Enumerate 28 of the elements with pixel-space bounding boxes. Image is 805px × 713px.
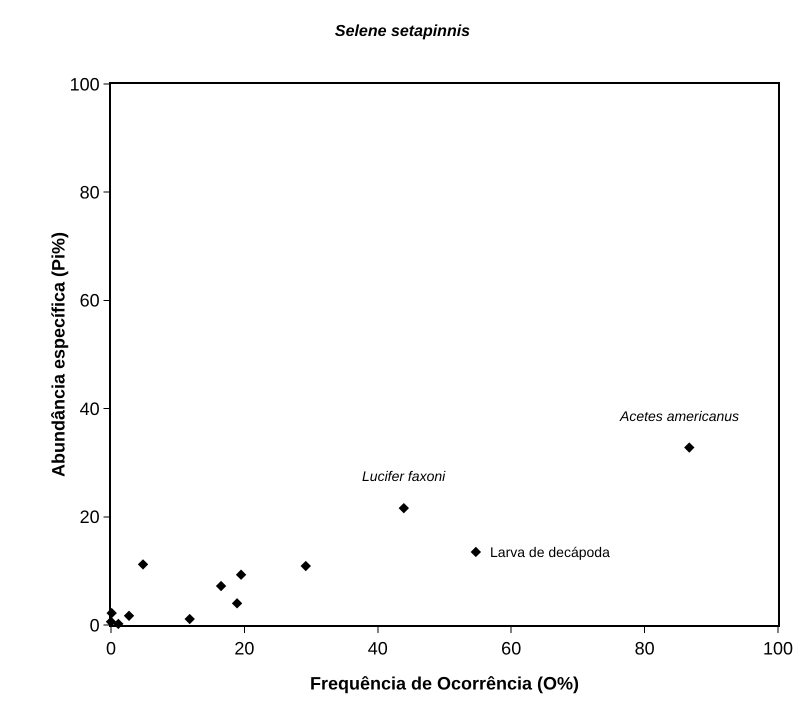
- annotation: Lucifer faxoni: [362, 468, 446, 484]
- annotation: Larva de decápoda: [490, 544, 610, 560]
- point: [470, 546, 482, 558]
- x-tick-label: 60: [501, 638, 522, 658]
- y-tick-label: 100: [70, 74, 100, 94]
- x-tick-label: 20: [234, 638, 254, 658]
- point: [236, 569, 246, 580]
- y-tick-label: 80: [80, 182, 100, 202]
- x-tick-label: 40: [368, 638, 388, 658]
- x-tick-label: 100: [762, 638, 794, 658]
- point: [232, 598, 242, 609]
- y-tick-label: 20: [80, 507, 100, 528]
- y-axis-title: Abundância específica (Pi%): [48, 232, 68, 478]
- point: [184, 614, 195, 624]
- chart-title: Selene setapinnis: [334, 23, 470, 40]
- y-tick-label: 60: [80, 290, 100, 311]
- point: [124, 610, 134, 621]
- x-tick-label: 0: [106, 638, 116, 658]
- point: [398, 502, 410, 514]
- x-axis-title: Frequência de Ocorrência (O%): [310, 674, 580, 694]
- y-tick-label: 0: [90, 615, 100, 636]
- y-tick-label: 40: [80, 398, 100, 419]
- annotation: Acetes americanus: [619, 408, 740, 424]
- x-tick-label: 80: [634, 638, 655, 658]
- point: [684, 442, 694, 453]
- point: [216, 580, 226, 592]
- point: [138, 559, 148, 570]
- point: [300, 560, 311, 572]
